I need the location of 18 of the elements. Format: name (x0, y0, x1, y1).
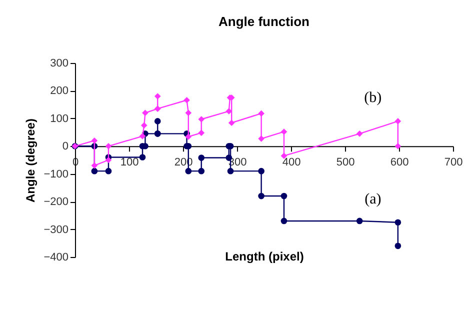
series-label: (b) (364, 90, 382, 106)
series-label: (a) (364, 191, 382, 208)
y-tick-label: 100 (50, 112, 68, 125)
y-tick-label: −100 (44, 168, 68, 180)
chart-title: Angle function (218, 14, 310, 29)
y-tick-label: 200 (50, 85, 68, 98)
x-tick-label: 600 (390, 156, 409, 169)
x-tick-label: 400 (282, 156, 301, 169)
x-tick-label: 500 (336, 156, 355, 169)
y-tick-label: −400 (44, 252, 68, 264)
y-tick-label: −300 (44, 224, 68, 236)
y-tick-label: −200 (44, 196, 68, 208)
y-tick-label: 0 (62, 140, 68, 153)
y-axis-title: Angle (degree) (24, 118, 38, 203)
y-tick-label: 300 (50, 58, 68, 70)
x-tick-label: 100 (120, 156, 139, 169)
x-axis-title: Length (pixel) (225, 250, 304, 264)
x-tick-label: 700 (444, 156, 463, 169)
